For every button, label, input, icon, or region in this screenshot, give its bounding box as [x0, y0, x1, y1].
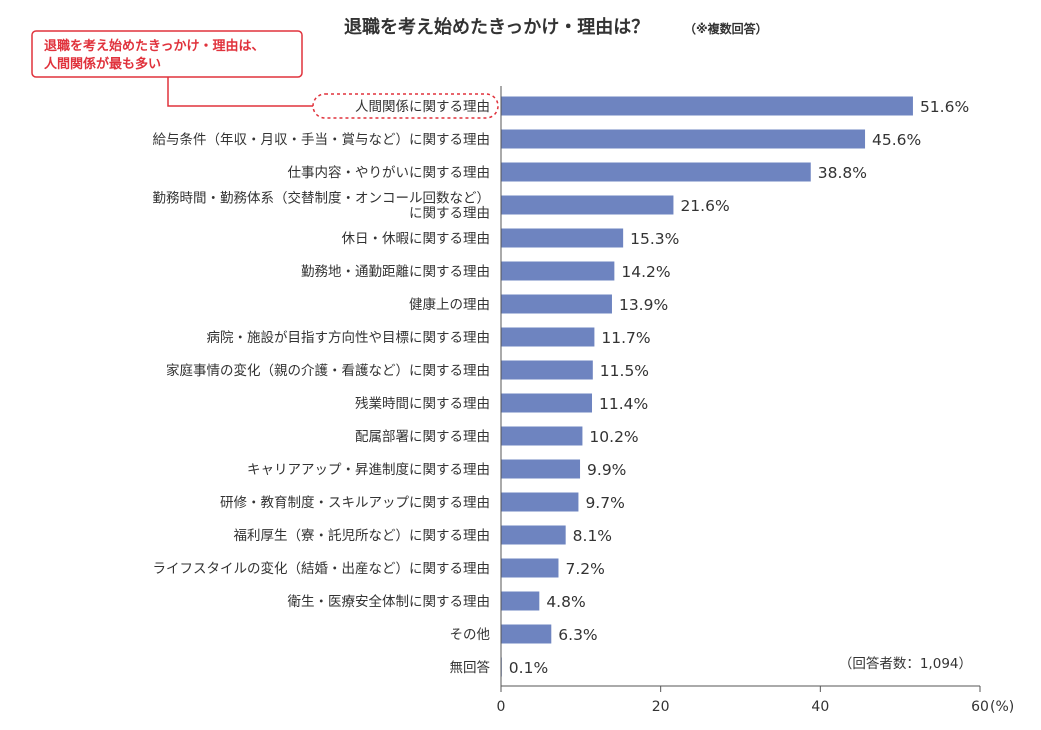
category-label: 残業時間に関する理由 — [355, 396, 490, 412]
bar — [501, 624, 552, 644]
callout: 退職を考え始めたきっかけ・理由は、 人間関係が最も多い — [31, 30, 499, 119]
bar — [501, 327, 595, 347]
value-label: 10.2% — [589, 428, 638, 446]
value-label: 0.1% — [509, 659, 548, 677]
category-label: 勤務地・通勤距離に関する理由 — [301, 264, 490, 280]
category-label: キャリアアップ・昇進制度に関する理由 — [247, 462, 490, 478]
category-label: 健康上の理由 — [409, 296, 490, 313]
chart-title: 退職を考え始めたきっかけ・理由は？ — [344, 16, 649, 38]
category-label: ライフスタイルの変化（結婚・出産など）に関する理由 — [153, 560, 491, 577]
highlight-ring — [312, 93, 499, 119]
bar — [501, 228, 624, 248]
value-label: 15.3% — [630, 230, 679, 248]
category-label: 家庭事情の変化（親の介護・看護など）に関する理由 — [166, 362, 490, 379]
x-tick-label: 60 — [971, 699, 989, 715]
value-label: 9.9% — [587, 461, 626, 479]
category-label: 休日・休暇に関する理由 — [342, 231, 491, 247]
bar — [501, 558, 559, 578]
bar — [501, 393, 593, 413]
category-label: その他 — [450, 627, 491, 643]
x-axis-ticks: 0 20 40 60 — [497, 686, 989, 715]
value-label: 11.4% — [599, 395, 648, 413]
callout-line-2: 人間関係が最も多い — [44, 56, 161, 72]
bars-layer — [501, 96, 913, 677]
bar — [501, 96, 913, 116]
bar — [501, 195, 674, 215]
value-label: 11.5% — [600, 362, 649, 380]
callout-line-1: 退職を考え始めたきっかけ・理由は、 — [44, 38, 264, 54]
respondents-note: （回答者数：1,094） — [839, 655, 972, 672]
x-tick-label: 40 — [811, 699, 829, 715]
category-labels: 人間関係に関する理由給与条件（年収・月収・手当・賞与など）に関する理由仕事内容・… — [153, 99, 491, 676]
x-axis-unit: (%) — [990, 699, 1014, 715]
category-label: 福利厚生（寮・託児所など）に関する理由 — [234, 527, 491, 544]
value-label: 11.7% — [601, 329, 650, 347]
bar — [501, 591, 540, 611]
bar — [501, 492, 579, 512]
category-label: 研修・教育制度・スキルアップに関する理由 — [220, 495, 490, 511]
callout-leader — [167, 77, 313, 107]
value-label: 38.8% — [818, 164, 867, 182]
bar — [501, 162, 811, 182]
value-label: 51.6% — [920, 98, 969, 116]
bar — [501, 459, 581, 479]
category-label: 無回答 — [450, 659, 491, 676]
value-label: 21.6% — [680, 197, 729, 215]
value-label: 45.6% — [872, 131, 921, 149]
category-label: 人間関係に関する理由 — [355, 99, 490, 115]
category-label: 配属部署に関する理由 — [355, 429, 490, 445]
bar — [501, 129, 866, 149]
category-label: 給与条件（年収・月収・手当・賞与など）に関する理由 — [153, 131, 491, 148]
value-label: 14.2% — [621, 263, 670, 281]
category-label: に関する理由 — [409, 206, 490, 222]
value-label: 7.2% — [565, 560, 604, 578]
value-label: 9.7% — [585, 494, 624, 512]
category-label: 仕事内容・やりがいに関する理由 — [288, 164, 491, 181]
x-tick-label: 20 — [652, 699, 670, 715]
value-label: 4.8% — [546, 593, 585, 611]
value-labels: 51.6% 45.6% 38.8% 21.6%15.3% 14.2% 13.9% 11.7%… — [509, 98, 969, 677]
x-tick-label: 0 — [497, 699, 506, 715]
value-label: 13.9% — [619, 296, 668, 314]
bar — [501, 294, 612, 314]
bar — [501, 261, 615, 281]
bar — [501, 426, 583, 446]
bar — [501, 360, 593, 380]
category-label: 勤務時間・勤務体系（交替制度・オンコール回数など） — [153, 190, 491, 207]
category-label: 病院・施設が目指す方向性や目標に関する理由 — [207, 330, 491, 346]
value-label: 8.1% — [573, 527, 612, 545]
value-label: 6.3% — [558, 626, 597, 644]
chart-title-note: （※複数回答） — [684, 21, 768, 36]
category-label: 衛生・医療安全体制に関する理由 — [288, 593, 491, 610]
callout-box — [31, 30, 303, 78]
bar — [501, 525, 566, 545]
